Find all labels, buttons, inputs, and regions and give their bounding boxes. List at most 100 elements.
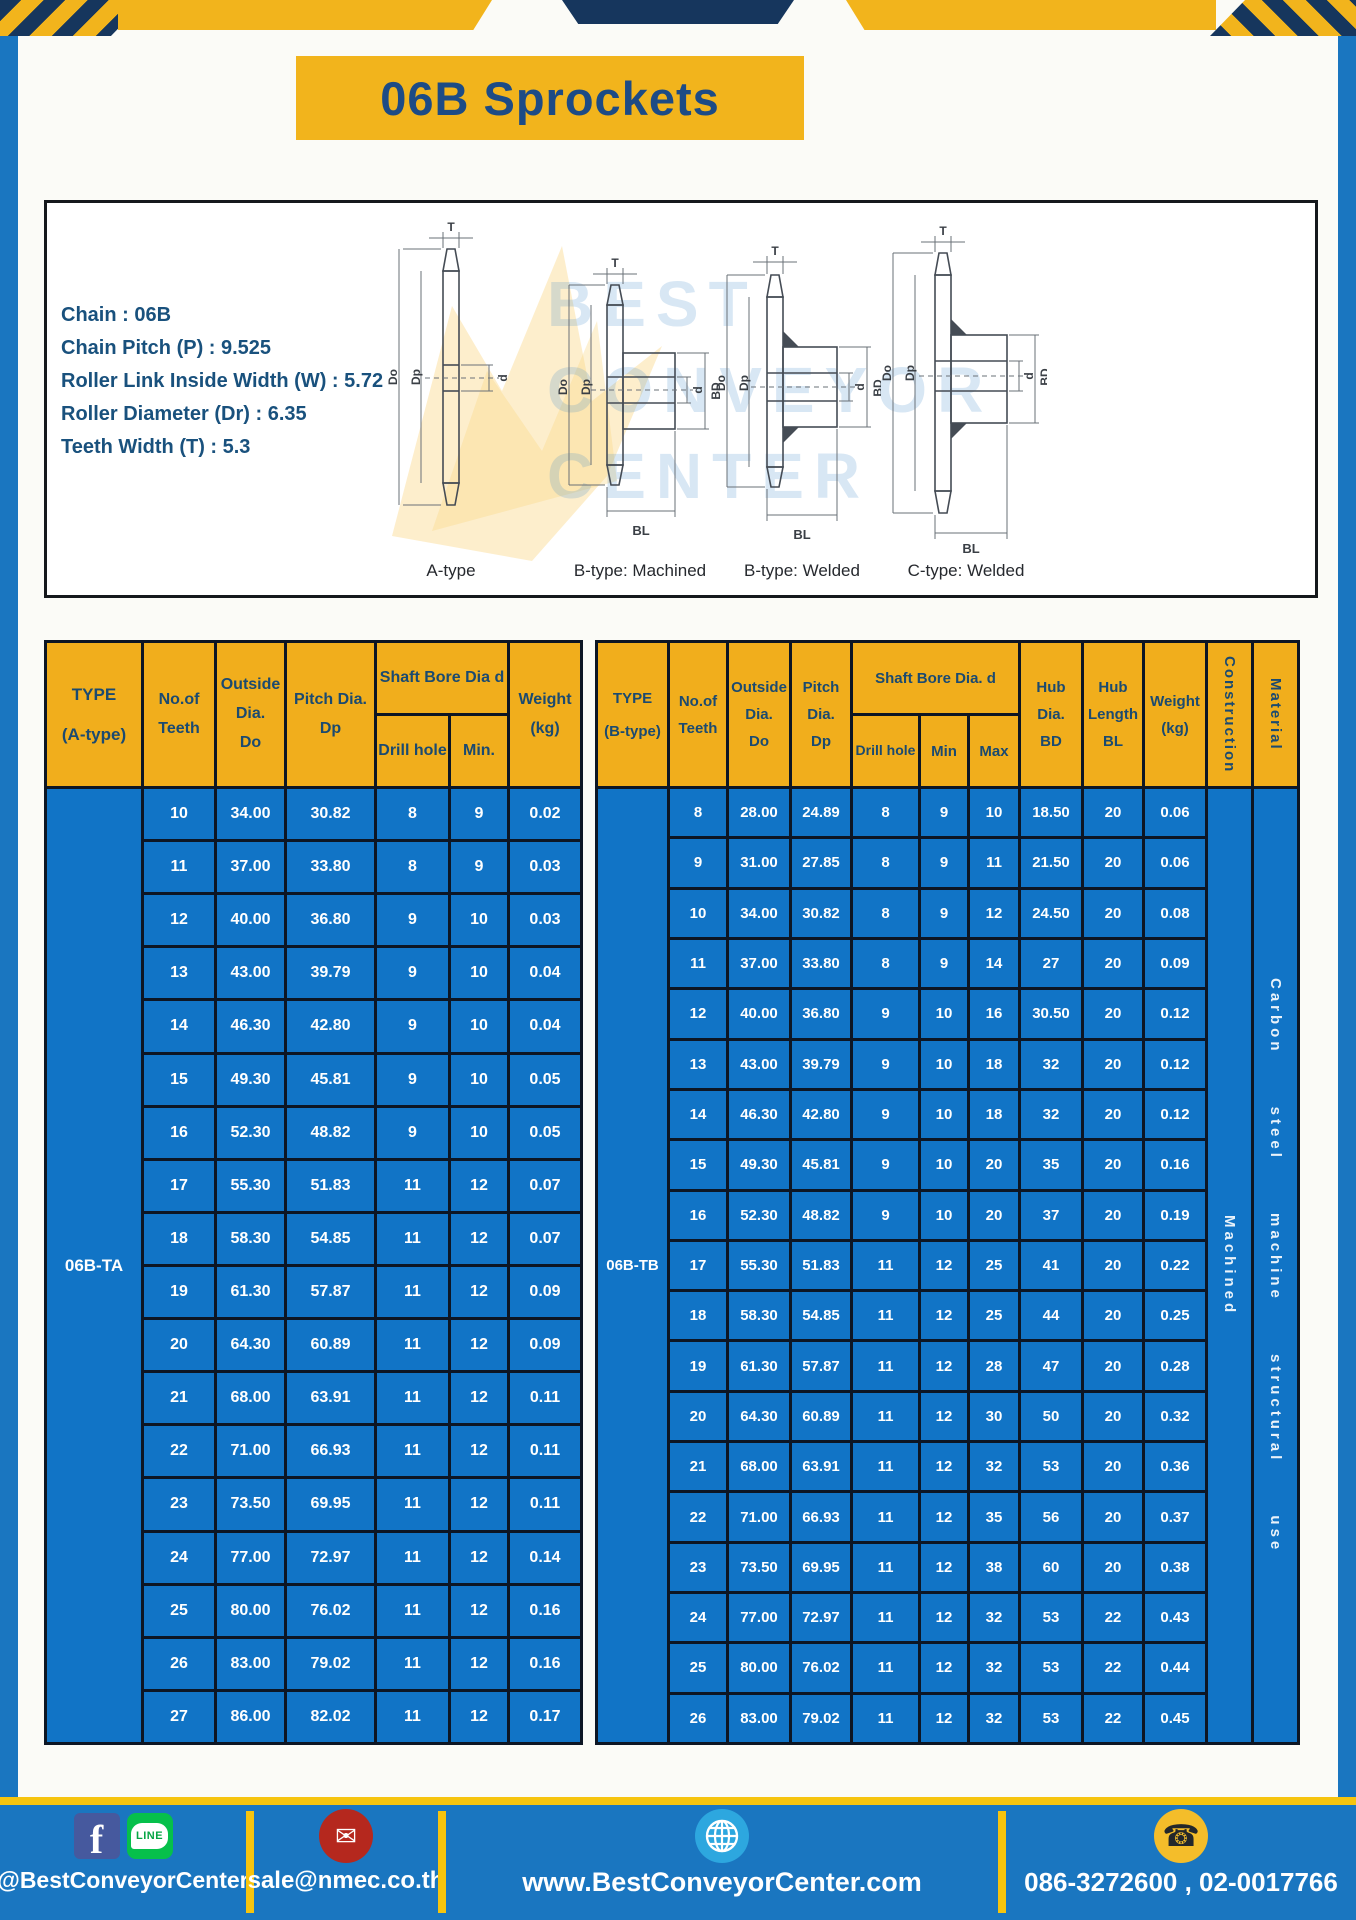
table-cell: 12 [967,886,1021,940]
table-cell: 13 [141,945,217,1002]
table-cell: 19 [141,1263,217,1321]
table-cell: 12 [918,1238,970,1293]
table-cell: 22 [1081,1641,1145,1695]
table-cell: 9 [448,785,510,843]
table-cell: 26 [667,1691,729,1746]
globe-icon [695,1809,749,1863]
footer-separator [438,1811,446,1913]
table-cell: 0.37 [1142,1490,1208,1544]
table-cell: 9 [918,886,970,940]
table-cell: 9 [448,839,510,896]
caption-b-type-machined: B-type: Machined [573,561,707,580]
table-cell: 11 [850,1339,921,1393]
table-cell: 11 [850,1540,921,1595]
table-cell: 25 [141,1582,217,1639]
col-header-drill-hole: Drill hole [374,713,451,789]
table-cell: 25 [667,1641,729,1695]
table-cell: 12 [918,1289,970,1343]
table-cell: 11 [667,936,729,991]
table-cell: 8 [850,886,921,940]
table-cell: 32 [967,1590,1021,1645]
table-row: 19 61.30 57.87 11 12 28 47 20 0.28 [667,1339,1208,1393]
caption-a-type: A-type [426,561,476,580]
table-cell: 34.00 [214,785,287,843]
table-cell: 33.80 [789,936,853,991]
table-cell: 12 [448,1476,510,1533]
table-cell: 28 [967,1339,1021,1393]
col-header-outside-dia: Outside Dia. Do [726,640,792,789]
table-cell: 32 [967,1691,1021,1746]
svg-text:d: d [853,383,867,390]
table-cell: 51.83 [284,1157,377,1214]
table-cell: 0.44 [1142,1641,1208,1695]
table-cell: 12 [448,1582,510,1639]
table-cell: 49.30 [214,1051,287,1108]
table-cell: 13 [667,1037,729,1091]
table-cell: 9 [850,1138,921,1192]
table-cell: 0.11 [507,1423,583,1480]
table-cell: 49.30 [726,1138,792,1192]
table-cell: 0.11 [507,1370,583,1427]
table-row: 21 68.00 63.91 11 12 0.11 [141,1370,583,1427]
table-cell: 20 [1081,1440,1145,1494]
table-cell: 11 [850,1641,921,1695]
table-cell: 16 [667,1188,729,1242]
table-cell: 52.30 [214,1104,287,1161]
table-cell: 20 [1081,785,1145,840]
table-cell: 0.06 [1142,836,1208,890]
material-value: Carbon steel machine structural use [1267,977,1284,1554]
table-cell: 21 [667,1440,729,1494]
table-cell: 11 [374,1529,451,1586]
table-cell: 22 [1081,1590,1145,1645]
table-cell: 44 [1018,1289,1084,1343]
table-cell: 51.83 [789,1238,853,1293]
table-row: 15 49.30 45.81 9 10 20 35 20 0.16 [667,1138,1208,1192]
col-header-pitch-dia: Pitch Dia. Dp [789,640,853,789]
table-row: 23 73.50 69.95 11 12 0.11 [141,1476,583,1533]
col-header-weight: Weight (kg) [1142,640,1208,789]
table-row: 16 52.30 48.82 9 10 20 37 20 0.19 [667,1188,1208,1242]
table-cell: 9 [850,987,921,1041]
table-cell: 11 [967,836,1021,890]
table-cell: 0.43 [1142,1590,1208,1645]
table-b-grid: No.of Teeth Outside Dia. Do Pitch Dia. D… [667,640,1208,1746]
table-cell: 42.80 [284,998,377,1055]
table-row: 14 46.30 42.80 9 10 0.04 [141,998,583,1055]
table-cell: 12 [918,1641,970,1695]
table-row: 9 31.00 27.85 8 9 11 21.50 20 0.06 [667,836,1208,890]
table-cell: 40.00 [726,987,792,1041]
table-cell: 20 [1081,1087,1145,1142]
table-cell: 20 [1081,1138,1145,1192]
table-cell: 36.80 [789,987,853,1041]
table-cell: 22 [141,1423,217,1480]
table-cell: 0.16 [507,1582,583,1639]
table-cell: 35 [967,1490,1021,1544]
table-cell: 20 [967,1188,1021,1242]
table-cell: 8 [850,836,921,890]
group-label-06b-ta: 06B-TA [64,1255,124,1275]
table-cell: 30.82 [284,785,377,843]
table-row: 24 77.00 72.97 11 12 0.14 [141,1529,583,1586]
table-row: 21 68.00 63.91 11 12 32 53 20 0.36 [667,1440,1208,1494]
table-cell: 12 [448,1370,510,1427]
svg-text:Dp: Dp [737,375,751,391]
table-cell: 12 [918,1691,970,1746]
svg-text:d: d [691,386,705,393]
table-cell: 61.30 [726,1339,792,1393]
table-cell: 0.09 [507,1317,583,1374]
table-cell: 50 [1018,1389,1084,1444]
table-cell: 82.02 [284,1688,377,1746]
navy-trapezoid-decoration [562,0,794,24]
col-header-teeth: No.of Teeth [667,640,729,789]
col-header-min: Min [918,713,970,789]
table-cell: 37 [1018,1188,1084,1242]
table-cell: 36.80 [284,892,377,949]
table-cell: 73.50 [214,1476,287,1533]
table-row: 13 43.00 39.79 9 10 18 32 20 0.12 [667,1037,1208,1091]
footer-divider-line [0,1797,1356,1805]
table-cell: 11 [374,1317,451,1374]
table-row: 8 28.00 24.89 8 9 10 18.50 20 0.06 [667,785,1208,840]
table-cell: 12 [448,1635,510,1692]
table-cell: 9 [374,1051,451,1108]
table-cell: 12 [918,1389,970,1444]
